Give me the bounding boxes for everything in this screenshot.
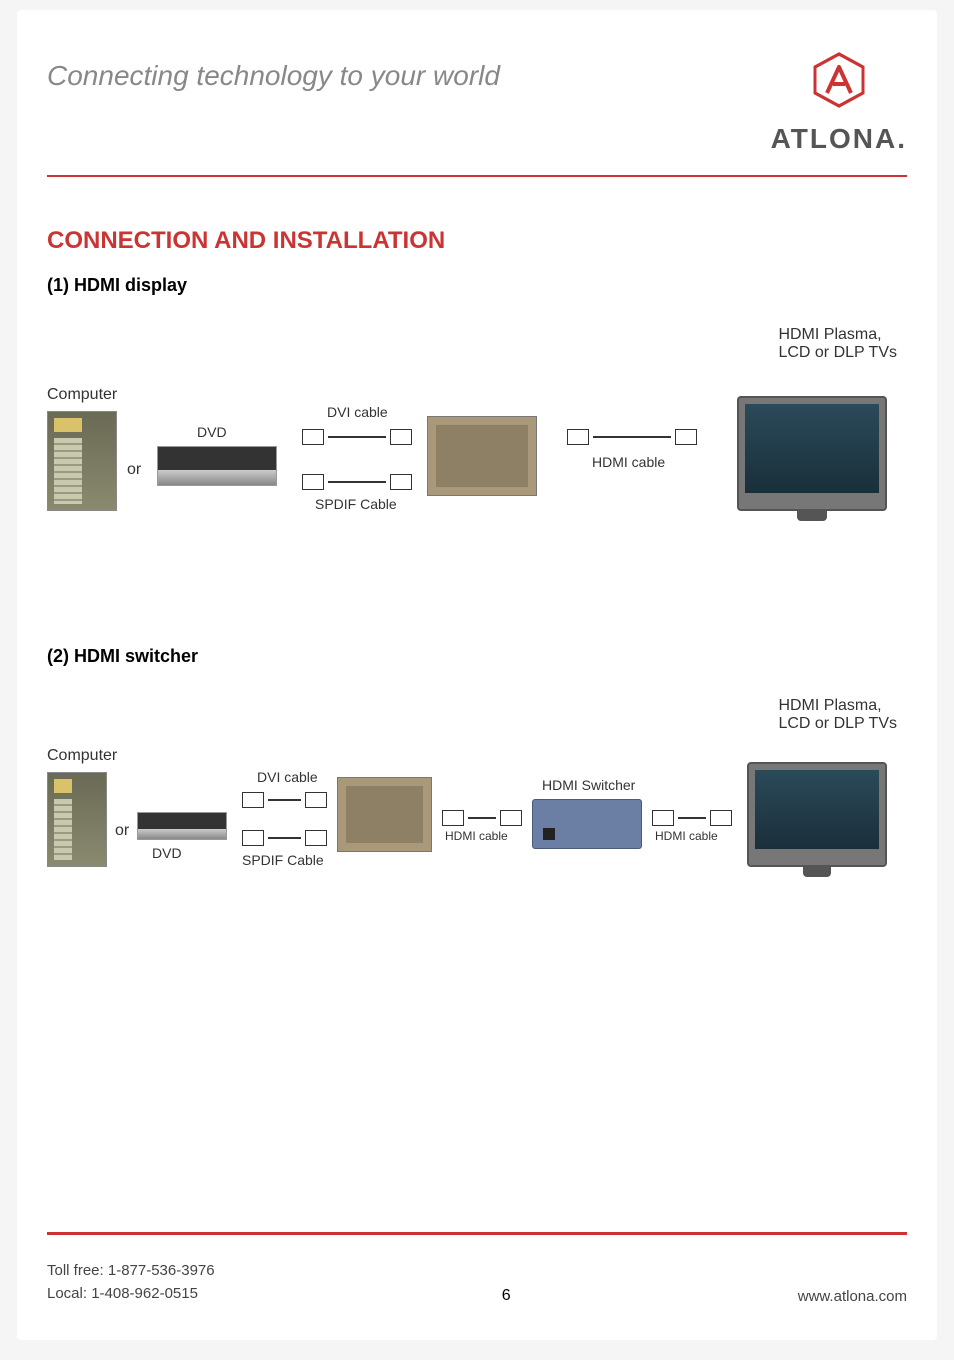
atlona-logo-icon [809, 50, 869, 110]
spdif-cable-label-1: SPDIF Cable [315, 496, 397, 512]
footer-toll-free: Toll free: 1-877-536-3976 [47, 1260, 215, 1283]
hdmi-switcher-label: HDMI Switcher [542, 777, 635, 793]
dvd-icon [157, 446, 277, 486]
dvd-label-1: DVD [197, 424, 227, 440]
section-title: CONNECTION AND INSTALLATION [47, 227, 907, 255]
hdmi-cable-label-1: HDMI cable [592, 454, 665, 470]
diagram-hdmi-display: HDMI Plasma, LCD or DLP TVs Computer or … [47, 346, 907, 606]
tv-icon-2 [747, 762, 887, 867]
computer-icon [47, 411, 117, 511]
dvd-icon-2 [137, 812, 227, 840]
dvi-cable-icon-2 [242, 789, 327, 811]
tv-icon-1 [737, 396, 887, 511]
tv-label-1b: LCD or DLP TVs [778, 344, 897, 362]
dvd-label-2: DVD [152, 845, 182, 861]
computer-icon-2 [47, 772, 107, 867]
dvi-cable-label-2: DVI cable [257, 769, 318, 785]
tv-label-2b: LCD or DLP TVs [778, 715, 897, 733]
converter-device-icon [427, 416, 537, 496]
hdmi-cable-label-2b: HDMI cable [655, 829, 718, 843]
diagram-hdmi-switcher: HDMI Plasma, LCD or DLP TVs Computer or … [47, 717, 907, 957]
header-tagline: Connecting technology to your world [47, 50, 500, 92]
page-footer: Toll free: 1-877-536-3976 Local: 1-408-9… [47, 1232, 907, 1305]
tv-label-2a: HDMI Plasma, [778, 697, 897, 715]
dvi-cable-label-1: DVI cable [327, 404, 388, 420]
spdif-cable-icon-2 [242, 827, 327, 849]
spdif-cable-icon [302, 471, 412, 493]
footer-local: Local: 1-408-962-0515 [47, 1283, 215, 1306]
page-number: 6 [502, 1287, 511, 1305]
subsection-2-title: (2) HDMI switcher [47, 646, 907, 667]
computer-label-2: Computer [47, 747, 117, 765]
dvi-cable-icon [302, 426, 412, 448]
tv-label-1a: HDMI Plasma, [778, 326, 897, 344]
spdif-cable-label-2: SPDIF Cable [242, 852, 324, 868]
brand-logo-text: ATLONA [771, 123, 898, 154]
brand-logo: ATLONA. [771, 50, 907, 155]
hdmi-cable-icon-2a [442, 807, 522, 829]
hdmi-switcher-icon [532, 799, 642, 849]
or-text-1: or [127, 461, 141, 479]
computer-label-1: Computer [47, 386, 117, 404]
footer-url: www.atlona.com [798, 1288, 907, 1305]
or-text-2: or [115, 822, 129, 840]
converter-device-icon-2 [337, 777, 432, 852]
hdmi-cable-icon-1 [567, 426, 697, 448]
subsection-1-title: (1) HDMI display [47, 275, 907, 296]
hdmi-cable-icon-2b [652, 807, 732, 829]
brand-logo-dot: . [897, 123, 907, 154]
hdmi-cable-label-2a: HDMI cable [445, 829, 508, 843]
